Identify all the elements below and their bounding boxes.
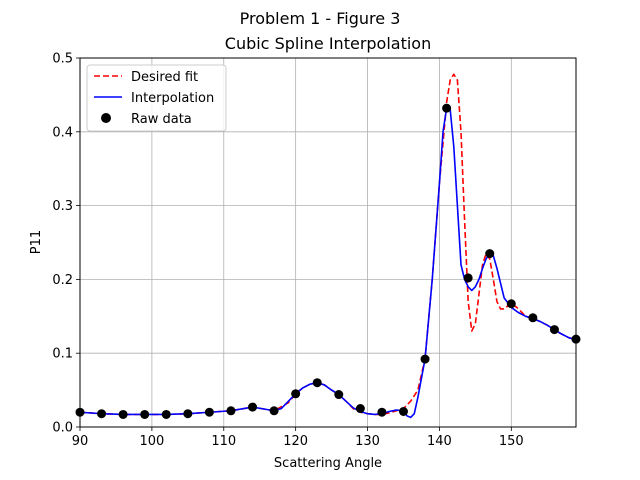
ticks: 90 100 110 120 130 140 150 0.0 0.1 0.2 0.3 0.4 0.5 — [52, 52, 523, 450]
x-tick-label: 130 — [355, 434, 380, 449]
x-tick-label: 140 — [427, 434, 452, 449]
data-point-raw-data — [506, 299, 516, 309]
y-tick-label: 0.1 — [52, 347, 73, 362]
data-point-raw-data — [312, 378, 322, 388]
legend-label-desired-fit: Desired fit — [131, 70, 198, 85]
data-point-raw-data — [291, 389, 301, 399]
data-point-raw-data — [355, 404, 365, 414]
data-point-raw-data — [161, 409, 171, 419]
legend-label-interpolation: Interpolation — [131, 91, 214, 106]
data-point-raw-data — [528, 313, 538, 323]
data-point-raw-data — [226, 406, 236, 416]
y-tick-label: 0.4 — [52, 125, 73, 140]
y-tick-label: 0.0 — [52, 421, 73, 436]
plot-frame — [79, 57, 577, 428]
series-layer — [75, 73, 581, 419]
data-point-raw-data — [118, 409, 128, 419]
x-tick-label: 100 — [139, 434, 164, 449]
data-point-raw-data — [549, 325, 559, 335]
data-point-raw-data — [485, 249, 495, 259]
chart-title: Cubic Spline Interpolation — [225, 34, 431, 53]
x-tick-label: 110 — [211, 434, 236, 449]
figure-suptitle: Problem 1 - Figure 3 — [240, 9, 401, 28]
data-point-raw-data — [377, 407, 387, 417]
x-tick-label: 90 — [72, 434, 89, 449]
data-point-raw-data — [442, 103, 452, 113]
data-point-raw-data — [334, 390, 344, 400]
data-point-raw-data — [97, 409, 107, 419]
data-point-raw-data — [183, 409, 193, 419]
data-point-raw-data — [420, 354, 430, 364]
y-tick-label: 0.3 — [52, 199, 73, 214]
series-line-interpolation — [79, 107, 577, 419]
y-axis-label: P11 — [29, 230, 44, 254]
data-point-raw-data — [248, 402, 258, 412]
data-point-raw-data — [269, 406, 279, 416]
legend: Desired fit Interpolation Raw data — [86, 64, 227, 132]
x-tick-label: 150 — [499, 434, 524, 449]
x-tick-label: 120 — [283, 434, 308, 449]
y-tick-label: 0.5 — [52, 52, 73, 67]
legend-swatch-raw-data — [101, 113, 111, 123]
data-point-raw-data — [140, 409, 150, 419]
legend-label-raw-data: Raw data — [131, 112, 192, 127]
data-point-raw-data — [463, 273, 473, 283]
data-point-raw-data — [204, 407, 214, 417]
legend-box — [86, 64, 227, 132]
data-point-raw-data — [398, 407, 408, 417]
y-tick-label: 0.2 — [52, 273, 73, 288]
x-axis-label: Scattering Angle — [274, 456, 382, 471]
